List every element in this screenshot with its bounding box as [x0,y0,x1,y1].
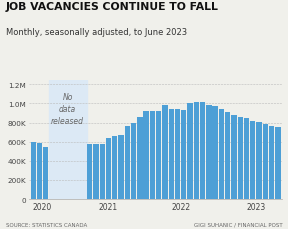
Bar [238,117,243,199]
Bar [244,119,249,199]
Bar [194,103,199,199]
Bar [143,112,149,199]
Bar [131,123,136,199]
Bar [150,111,155,199]
Bar [137,118,143,199]
Bar [187,104,193,199]
Bar [275,128,281,199]
Text: GIGI SUHANIC / FINANCIAL POST: GIGI SUHANIC / FINANCIAL POST [194,222,282,227]
Text: JOB VACANCIES CONTINUE TO FALL: JOB VACANCIES CONTINUE TO FALL [6,2,219,12]
Bar [87,144,92,199]
Bar [156,112,161,199]
Bar [37,143,42,199]
Text: Monthly, seasonally adjusted, to June 2023: Monthly, seasonally adjusted, to June 20… [6,27,187,36]
Bar [112,136,118,199]
Bar [225,112,230,199]
Bar [250,122,255,199]
Bar [49,80,86,199]
Bar [118,136,124,199]
Bar [219,109,224,199]
Bar [100,144,105,199]
Bar [206,105,211,199]
Bar [263,124,268,199]
Bar [168,109,174,199]
Bar [93,144,98,199]
Bar [162,106,168,199]
Bar [231,116,237,199]
Bar [256,123,262,199]
Bar [269,127,274,199]
Bar [213,106,218,199]
Bar [31,142,36,199]
Bar [43,148,48,199]
Bar [125,127,130,199]
Bar [200,103,205,199]
Bar [106,138,111,199]
Bar [175,109,180,199]
Text: SOURCE: STATISTICS CANADA: SOURCE: STATISTICS CANADA [6,222,87,227]
Bar [181,110,186,199]
Text: No
data
released: No data released [51,93,84,125]
